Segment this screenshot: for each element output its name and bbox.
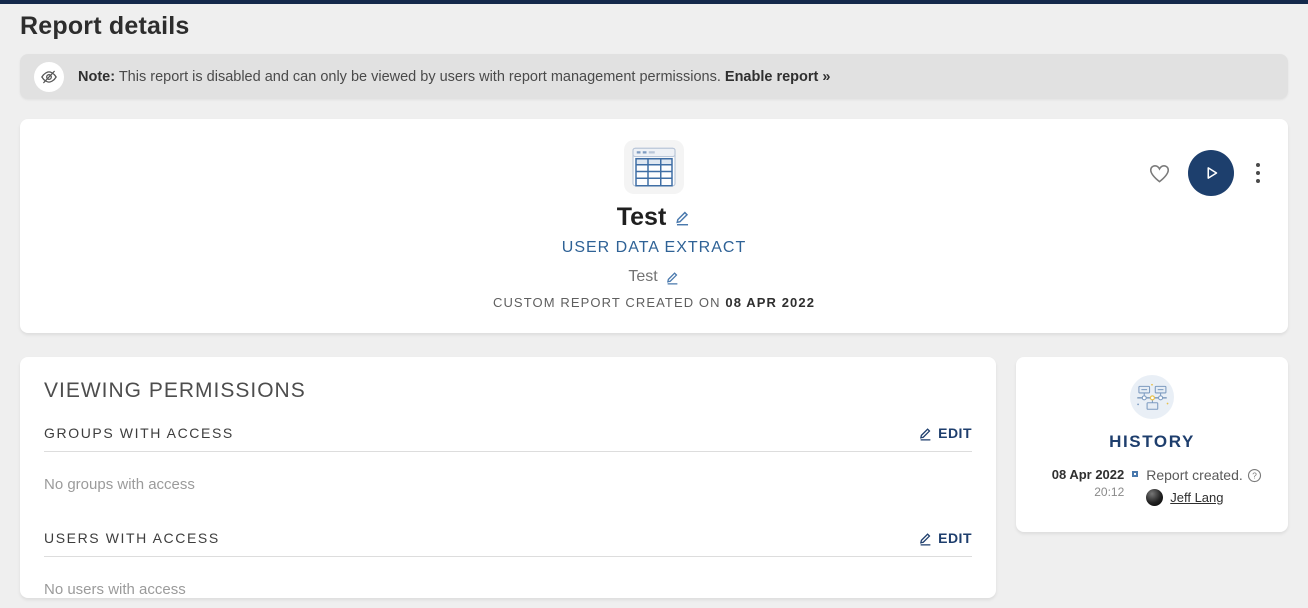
note-body: This report is disabled and can only be … [115, 68, 725, 85]
enable-report-link[interactable]: Enable report » [724, 68, 831, 85]
report-description: Test [628, 268, 658, 285]
history-entry-user-row: Jeff Lang [1146, 489, 1262, 506]
report-spreadsheet-icon [624, 140, 684, 194]
history-title: HISTORY [1109, 432, 1195, 451]
created-label: CUSTOM REPORT CREATED ON [492, 295, 726, 310]
edit-description-pencil-icon[interactable] [665, 270, 680, 285]
report-description-row: Test [20, 268, 1288, 286]
history-timeline-icon [1130, 375, 1174, 419]
report-card-actions [1147, 150, 1266, 196]
groups-with-access-header-row: GROUPS WITH ACCESS EDIT [44, 425, 972, 452]
user-avatar [1146, 489, 1164, 506]
edit-title-pencil-icon[interactable] [674, 209, 691, 226]
history-user-link[interactable]: Jeff Lang [1170, 490, 1224, 505]
created-date: 08 APR 2022 [725, 295, 816, 310]
history-card: HISTORY 08 Apr 2022 20:12 Report created… [1016, 357, 1288, 532]
viewing-permissions-card: VIEWING PERMISSIONS GROUPS WITH ACCESS E… [20, 357, 996, 598]
report-created-line: CUSTOM REPORT CREATED ON 08 APR 2022 [20, 295, 1288, 310]
timeline-bullet-icon [1132, 471, 1139, 477]
history-entry-datetime: 08 Apr 2022 20:12 [1042, 467, 1125, 506]
report-title-row: Test [20, 203, 1288, 232]
run-report-play-button[interactable] [1188, 150, 1234, 196]
history-entry-date: 08 Apr 2022 [1051, 467, 1125, 482]
no-users-text: No users with access [44, 581, 186, 598]
eye-off-icon [34, 61, 64, 92]
edit-pencil-icon [920, 427, 931, 441]
edit-users-label: EDIT [938, 530, 972, 546]
no-groups-text: No groups with access [44, 476, 195, 493]
users-with-access-label: USERS WITH ACCESS [44, 530, 220, 546]
users-with-access-header-row: USERS WITH ACCESS EDIT [44, 530, 972, 557]
edit-groups-link[interactable]: EDIT [918, 425, 972, 441]
edit-pencil-icon [920, 532, 931, 546]
note-label: Note: [78, 68, 116, 85]
report-type-link[interactable]: USER DATA EXTRACT [561, 239, 747, 256]
more-options-kebab-icon[interactable] [1250, 159, 1266, 187]
favourite-heart-icon[interactable] [1147, 161, 1172, 186]
report-summary-card: Test USER DATA EXTRACT Test CUSTOM REPOR… [20, 119, 1288, 333]
note-text: Note: This report is disabled and can on… [78, 69, 830, 85]
top-accent-bar [0, 0, 1308, 4]
bottom-row: VIEWING PERMISSIONS GROUPS WITH ACCESS E… [20, 357, 1288, 598]
history-entry-time: 20:12 [1094, 485, 1125, 499]
history-entry-event: Report created. ? [1146, 467, 1262, 483]
history-entry: 08 Apr 2022 20:12 Report created. ? Je [1028, 467, 1276, 506]
groups-with-access-label: GROUPS WITH ACCESS [44, 425, 234, 441]
report-details-page: Report details Note: This report is disa… [0, 12, 1308, 598]
viewing-permissions-title: VIEWING PERMISSIONS [44, 379, 306, 402]
svg-text:?: ? [1252, 471, 1257, 480]
history-event-text: Report created. [1146, 467, 1243, 483]
page-title: Report details [20, 12, 190, 40]
help-icon[interactable]: ? [1247, 468, 1262, 483]
report-title: Test [616, 203, 667, 231]
edit-groups-label: EDIT [938, 425, 972, 441]
disabled-note-banner: Note: This report is disabled and can on… [20, 54, 1288, 99]
history-entry-body: Report created. ? Jeff Lang [1146, 467, 1262, 506]
edit-users-link[interactable]: EDIT [918, 530, 972, 546]
